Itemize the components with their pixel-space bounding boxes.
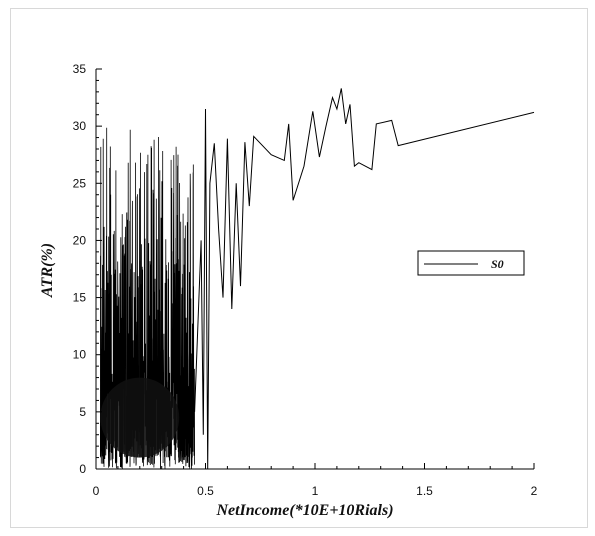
legend: S0	[417, 250, 525, 276]
chart-frame	[10, 8, 588, 528]
y-ticks: 0 5 10 15 20 25 30 35	[73, 62, 102, 476]
y-tick-label: 35	[73, 62, 87, 76]
legend-label-s0: S0	[491, 257, 504, 271]
legend-box	[417, 250, 525, 276]
series-dense-core	[100, 377, 180, 458]
y-tick-label: 0	[79, 462, 86, 476]
x-ticks: 0 0.5 1 1.5 2	[93, 463, 538, 498]
x-axis-title: NetIncome(*10E+10Rials)	[215, 502, 393, 519]
series-line-s0	[194, 88, 535, 470]
y-tick-label: 30	[73, 119, 87, 133]
y-tick-label: 10	[73, 348, 87, 362]
x-tick-label: 0	[93, 484, 100, 498]
x-tick-label: 1	[312, 484, 319, 498]
y-tick-label: 25	[73, 176, 87, 190]
x-tick-label: 0.5	[197, 484, 214, 498]
series-dense-path	[100, 127, 195, 469]
y-tick-label: 15	[73, 291, 87, 305]
x-tick-label: 1.5	[416, 484, 433, 498]
y-axis-title: ATR(%)	[39, 243, 56, 298]
y-tick-label: 5	[79, 405, 86, 419]
x-tick-label: 2	[531, 484, 538, 498]
series-dense-region	[100, 127, 195, 469]
y-tick-label: 20	[73, 233, 87, 247]
